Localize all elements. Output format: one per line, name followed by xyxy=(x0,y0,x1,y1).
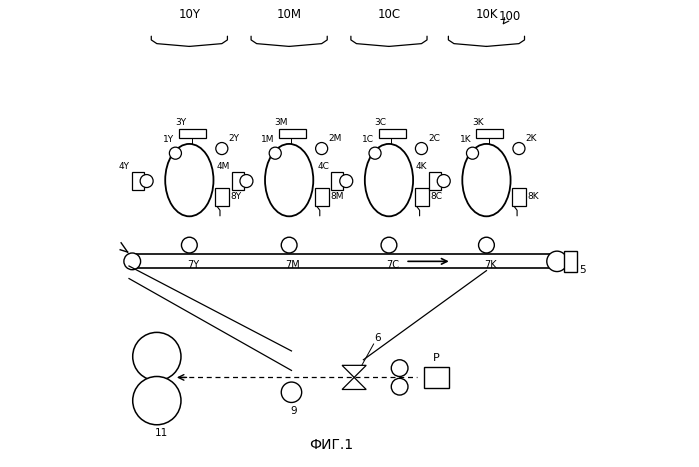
Circle shape xyxy=(133,376,181,425)
Circle shape xyxy=(391,360,408,376)
Text: 4Y: 4Y xyxy=(119,162,130,171)
Bar xyxy=(179,129,206,138)
Bar xyxy=(379,129,405,138)
Circle shape xyxy=(269,147,281,159)
Bar xyxy=(215,188,229,205)
Text: 3Y: 3Y xyxy=(175,118,187,127)
Text: 2Y: 2Y xyxy=(229,134,239,143)
Text: 10K: 10K xyxy=(475,8,498,21)
Text: 10M: 10M xyxy=(277,8,302,21)
Text: 8K: 8K xyxy=(528,192,540,201)
Circle shape xyxy=(140,175,153,188)
Text: 4K: 4K xyxy=(415,162,427,171)
Text: 8C: 8C xyxy=(431,192,442,201)
Bar xyxy=(279,129,306,138)
Bar xyxy=(415,188,429,205)
Polygon shape xyxy=(342,365,366,377)
Ellipse shape xyxy=(365,144,413,216)
Circle shape xyxy=(513,142,525,155)
Bar xyxy=(231,172,244,191)
Text: 7C: 7C xyxy=(386,261,399,270)
Ellipse shape xyxy=(165,144,213,216)
Circle shape xyxy=(381,237,397,253)
Text: 100: 100 xyxy=(498,10,521,23)
Circle shape xyxy=(216,142,228,155)
Circle shape xyxy=(281,237,297,253)
Bar xyxy=(132,172,144,191)
Circle shape xyxy=(438,175,450,188)
Circle shape xyxy=(182,237,197,253)
Bar xyxy=(424,367,449,388)
Circle shape xyxy=(466,147,479,159)
Text: 6: 6 xyxy=(374,333,381,343)
Text: 7Y: 7Y xyxy=(187,261,199,270)
Circle shape xyxy=(316,142,328,155)
Circle shape xyxy=(169,147,182,159)
Text: 4M: 4M xyxy=(217,162,230,171)
Bar xyxy=(512,188,526,205)
Ellipse shape xyxy=(462,144,510,216)
Circle shape xyxy=(415,142,428,155)
Text: 3C: 3C xyxy=(375,118,387,127)
Circle shape xyxy=(369,147,381,159)
Bar xyxy=(429,172,441,191)
Polygon shape xyxy=(342,377,366,389)
Text: ФИГ.1: ФИГ.1 xyxy=(309,438,353,452)
Text: 8M: 8M xyxy=(331,192,344,201)
Text: 2M: 2M xyxy=(328,134,342,143)
Text: 8Y: 8Y xyxy=(231,192,242,201)
Text: 11: 11 xyxy=(155,429,168,439)
Circle shape xyxy=(391,378,408,395)
Circle shape xyxy=(479,237,494,253)
Bar xyxy=(476,129,503,138)
Circle shape xyxy=(340,175,353,188)
Text: 10C: 10C xyxy=(377,8,401,21)
Text: 7M: 7M xyxy=(285,261,301,270)
Circle shape xyxy=(133,333,181,381)
Circle shape xyxy=(124,253,140,270)
Bar xyxy=(564,251,577,272)
Ellipse shape xyxy=(265,144,313,216)
Text: 2C: 2C xyxy=(428,134,440,143)
Circle shape xyxy=(281,382,302,403)
Text: P: P xyxy=(433,353,440,362)
Bar xyxy=(331,172,343,191)
Text: 1M: 1M xyxy=(261,135,274,144)
Text: 1C: 1C xyxy=(362,135,374,144)
Text: 3M: 3M xyxy=(274,118,287,127)
Text: 9: 9 xyxy=(291,406,297,416)
Text: 3K: 3K xyxy=(473,118,484,127)
Text: 2K: 2K xyxy=(526,134,537,143)
Circle shape xyxy=(240,175,253,188)
Circle shape xyxy=(547,251,567,272)
Text: 1K: 1K xyxy=(460,135,472,144)
Text: 5: 5 xyxy=(579,265,586,275)
Text: 7K: 7K xyxy=(484,261,496,270)
Text: 1Y: 1Y xyxy=(164,135,175,144)
Text: 10Y: 10Y xyxy=(178,8,201,21)
Text: 4C: 4C xyxy=(317,162,329,171)
Bar xyxy=(315,188,329,205)
